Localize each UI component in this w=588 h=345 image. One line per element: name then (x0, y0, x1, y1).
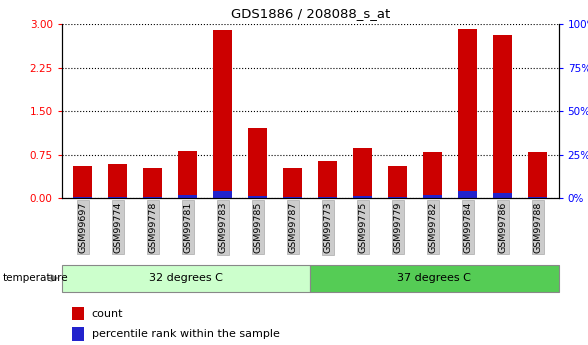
Bar (423, 196, 442, 198)
Bar (178, 196, 198, 198)
Bar (283, 197, 302, 198)
Text: GSM99784: GSM99784 (463, 201, 472, 253)
Text: GSM99786: GSM99786 (498, 201, 507, 253)
Bar (458, 29, 477, 198)
Text: count: count (92, 309, 123, 318)
Text: GSM99775: GSM99775 (358, 201, 367, 253)
Bar (528, 197, 547, 198)
Text: 32 degrees C: 32 degrees C (149, 273, 223, 283)
Text: GSM99778: GSM99778 (148, 201, 157, 253)
Bar (423, 152, 442, 198)
Bar (178, 151, 198, 198)
Bar (248, 128, 268, 198)
Bar (72, 327, 84, 341)
Text: GSM99697: GSM99697 (78, 201, 87, 253)
Bar (213, 191, 232, 198)
Bar (283, 168, 302, 198)
Text: GSM99779: GSM99779 (393, 201, 402, 253)
Text: GSM99782: GSM99782 (428, 201, 437, 253)
Bar (493, 34, 512, 198)
Bar (73, 197, 92, 198)
Bar (388, 166, 407, 198)
Bar (458, 191, 477, 198)
Text: GSM99783: GSM99783 (218, 201, 227, 253)
Text: 37 degrees C: 37 degrees C (397, 273, 472, 283)
Bar (353, 196, 372, 198)
Bar (143, 168, 162, 198)
Bar (388, 197, 407, 198)
Bar (248, 196, 268, 198)
Text: GSM99787: GSM99787 (288, 201, 297, 253)
Bar (310, 265, 559, 292)
Bar (353, 148, 372, 198)
Text: GSM99774: GSM99774 (113, 201, 122, 253)
Bar (143, 197, 162, 198)
Text: percentile rank within the sample: percentile rank within the sample (92, 329, 279, 339)
Text: GSM99785: GSM99785 (253, 201, 262, 253)
Text: temperature: temperature (3, 274, 69, 283)
Bar (72, 307, 84, 320)
Bar (318, 197, 338, 198)
Bar (493, 193, 512, 198)
Bar (108, 164, 128, 198)
Bar (528, 152, 547, 198)
Bar (73, 166, 92, 198)
Bar (108, 197, 128, 198)
Bar (213, 30, 232, 198)
Bar (318, 161, 338, 198)
Text: GSM99788: GSM99788 (533, 201, 542, 253)
Text: GSM99781: GSM99781 (183, 201, 192, 253)
Title: GDS1886 / 208088_s_at: GDS1886 / 208088_s_at (230, 7, 390, 20)
Bar (62, 265, 310, 292)
Text: GSM99773: GSM99773 (323, 201, 332, 253)
